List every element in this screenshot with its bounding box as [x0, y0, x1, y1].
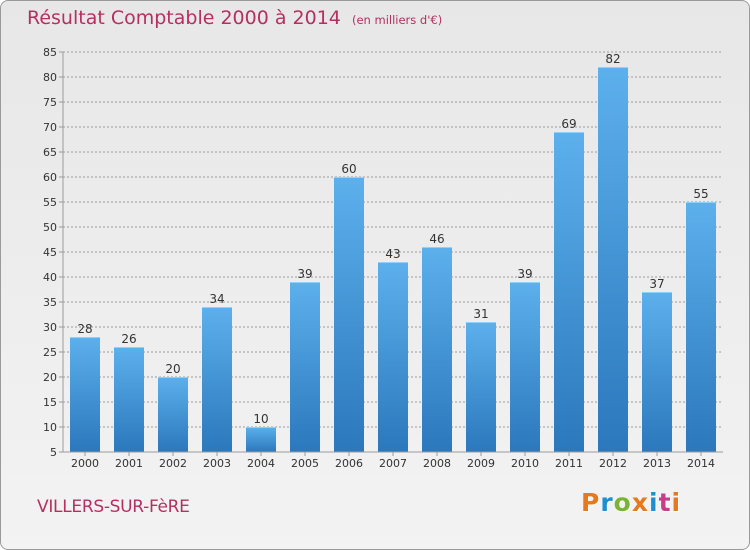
- y-tick-label: 60: [43, 171, 57, 184]
- value-label: 46: [429, 232, 444, 246]
- value-label: 34: [209, 292, 224, 306]
- value-label: 31: [473, 307, 488, 321]
- value-label: 55: [693, 187, 708, 201]
- bar: [246, 427, 276, 452]
- bar: [466, 322, 496, 452]
- x-tick-label: 2005: [291, 457, 319, 470]
- logo-letter: r: [600, 488, 614, 517]
- logo-letter: x: [631, 488, 649, 517]
- y-tick-label: 85: [43, 46, 57, 59]
- bar: [158, 377, 188, 452]
- x-tick-label: 2007: [379, 457, 407, 470]
- y-tick-label: 5: [50, 446, 57, 459]
- logo-letter: o: [613, 488, 632, 517]
- bar: [290, 282, 320, 452]
- x-tick-label: 2003: [203, 457, 231, 470]
- x-tick-label: 2006: [335, 457, 363, 470]
- y-tick-label: 40: [43, 271, 57, 284]
- value-label: 69: [561, 117, 576, 131]
- x-tick-label: 2009: [467, 457, 495, 470]
- y-tick-label: 20: [43, 371, 57, 384]
- value-label: 28: [77, 322, 92, 336]
- x-tick-label: 2001: [115, 457, 143, 470]
- bar: [598, 67, 628, 452]
- chart-title: Résultat Comptable 2000 à 2014: [27, 7, 341, 29]
- y-tick-label: 15: [43, 396, 57, 409]
- bar: [686, 202, 716, 452]
- y-tick-label: 35: [43, 296, 57, 309]
- y-tick-label: 25: [43, 346, 57, 359]
- value-label: 37: [649, 277, 664, 291]
- proxiti-logo: Proxiti: [581, 488, 681, 517]
- axes: [59, 51, 723, 456]
- y-tick-label: 55: [43, 196, 57, 209]
- y-tick-label: 10: [43, 421, 57, 434]
- value-label: 60: [341, 162, 356, 176]
- x-tick-label: 2014: [687, 457, 715, 470]
- logo-letter: P: [581, 488, 601, 517]
- value-label: 39: [517, 267, 532, 281]
- x-tick-label: 2008: [423, 457, 451, 470]
- value-label: 39: [297, 267, 312, 281]
- y-tick-label: 75: [43, 96, 57, 109]
- x-tick-label: 2010: [511, 457, 539, 470]
- bar: [114, 347, 144, 452]
- value-label: 10: [253, 412, 268, 426]
- y-tick-label: 80: [43, 71, 57, 84]
- y-tick-label: 30: [43, 321, 57, 334]
- y-tick-label: 45: [43, 246, 57, 259]
- x-tick-label: 2000: [71, 457, 99, 470]
- commune-name: VILLERS-SUR-FèRE: [37, 497, 190, 517]
- bar: [378, 262, 408, 452]
- x-tick-label: 2002: [159, 457, 187, 470]
- y-tick-label: 70: [43, 121, 57, 134]
- bar: [70, 337, 100, 452]
- bar: [422, 247, 452, 452]
- bar: [642, 292, 672, 452]
- value-label: 43: [385, 247, 400, 261]
- bars: [70, 67, 716, 452]
- value-label: 26: [121, 332, 136, 346]
- bar: [510, 282, 540, 452]
- logo-letter: i: [671, 488, 682, 517]
- x-tick-label: 2013: [643, 457, 671, 470]
- y-tick-label: 65: [43, 146, 57, 159]
- logo-letter: i: [649, 488, 659, 517]
- title-line: Résultat Comptable 2000 à 2014 (en milli…: [27, 7, 442, 29]
- x-tick-label: 2012: [599, 457, 627, 470]
- chart-unit: (en milliers d'€): [351, 13, 443, 27]
- y-tick-label: 50: [43, 221, 57, 234]
- logo-letter: t: [658, 488, 672, 517]
- x-tick-label: 2011: [555, 457, 583, 470]
- bar: [554, 132, 584, 452]
- bar: [334, 177, 364, 452]
- bar: [202, 307, 232, 452]
- labels: 5 10 15 20 25 30 35 40 45 50 55 60 65 70 75 80 85 28 2000 2…: [43, 46, 715, 470]
- value-label: 82: [605, 52, 620, 66]
- value-label: 20: [165, 362, 180, 376]
- x-tick-label: 2004: [247, 457, 275, 470]
